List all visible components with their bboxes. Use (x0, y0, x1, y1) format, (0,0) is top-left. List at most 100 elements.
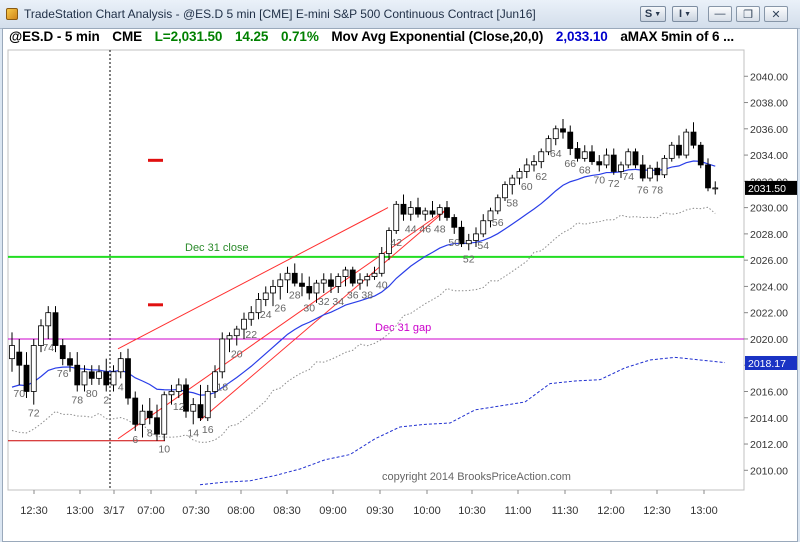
x-axis-tick-label: 10:30 (458, 505, 486, 517)
bar-number-label: 20 (231, 349, 243, 361)
candle-up (465, 240, 472, 245)
candle-up (487, 210, 494, 222)
candle-down (589, 151, 595, 163)
candle-down (23, 364, 30, 392)
candle-down (183, 384, 189, 412)
candle-up (473, 233, 479, 241)
candle-down (349, 269, 356, 284)
dropdown-arrow-icon: ▼ (654, 10, 662, 18)
y-axis-tick-label: 2034.00 (750, 150, 788, 162)
candle-up (335, 276, 342, 287)
study2-name-label: aMAX 5min of 6 ... (620, 29, 735, 44)
y-axis-tick-label: 2036.00 (750, 124, 788, 136)
bar-number-label: 72 (608, 178, 620, 190)
y-axis-tick-label: 2026.00 (750, 255, 788, 267)
dec31-close-label: Dec 31 close (185, 242, 249, 254)
bar-number-label: 62 (535, 171, 547, 183)
candle-down (429, 210, 436, 215)
candle-down (632, 151, 639, 166)
candle-up (603, 154, 610, 166)
candle-up (320, 279, 327, 284)
tradestation-app-icon (6, 8, 18, 20)
copyright-text: copyright 2014 BrooksPriceAction.com (382, 471, 571, 483)
bar-number-label: 10 (158, 444, 170, 456)
x-axis-tick-label: 08:30 (273, 505, 301, 517)
bar-number-label: 32 (318, 296, 330, 308)
bar-number-label: 66 (564, 158, 576, 170)
x-axis-tick-label: 08:00 (227, 505, 255, 517)
indicator-link-button[interactable]: I ▼ (672, 6, 698, 22)
bar-number-label: 14 (187, 427, 199, 439)
y-axis-tick-label: 2030.00 (750, 203, 788, 215)
candle-down (328, 279, 334, 287)
candle-up (552, 128, 559, 140)
bar-number-label: 12 (173, 401, 185, 413)
candle-down (567, 131, 574, 149)
candle-down (690, 131, 697, 146)
candle-down (154, 417, 160, 435)
close-button[interactable]: ✕ (764, 6, 788, 22)
y-axis-tick-label: 2012.00 (750, 439, 788, 451)
candle-up (139, 410, 146, 425)
candle-up (357, 279, 363, 284)
bar-number-label: 78 (651, 184, 663, 196)
x-axis-tick-label: 12:30 (643, 505, 671, 517)
candle-down (67, 358, 73, 366)
candle-up (117, 358, 124, 373)
minimize-button[interactable]: — (708, 6, 732, 22)
y-axis-tick-label: 2014.00 (750, 413, 788, 425)
candle-down (146, 410, 153, 419)
bar-number-label: 16 (202, 424, 214, 436)
x-axis-tick-label: 10:00 (413, 505, 441, 517)
candle-up (407, 207, 414, 215)
candle-down (299, 282, 305, 287)
y-axis-tick-label: 2010.00 (750, 465, 788, 477)
candle-up (647, 167, 653, 179)
chart-header: @ES.D - 5 min CME L=2,031.50 14.25 0.71%… (9, 29, 744, 49)
candle-down (639, 164, 646, 179)
candle-up (494, 197, 501, 212)
x-axis-tick-label: 09:00 (319, 505, 347, 517)
candle-up (233, 328, 240, 337)
symbol-link-button[interactable]: S ▼ (640, 6, 666, 22)
bar-number-label: 4 (118, 381, 124, 393)
dashed-blue-line (199, 356, 726, 486)
percent-change-label: 0.71% (280, 29, 319, 44)
candle-down (596, 161, 603, 166)
candle-up (45, 312, 52, 327)
candle-up (248, 312, 255, 320)
bar-number-label: 50 (448, 237, 460, 249)
candle-up (386, 230, 392, 254)
channel-line (117, 207, 389, 350)
ema-price-badge-text: 2018.17 (748, 358, 786, 370)
candle-down (74, 364, 81, 386)
candle-down (697, 144, 704, 166)
bar-number-label: 54 (477, 240, 489, 252)
candle-up (364, 276, 371, 281)
candle-up (219, 338, 226, 373)
exchange-label: CME (112, 29, 142, 44)
candle-up (661, 157, 668, 176)
bar-number-label: 74 (42, 342, 54, 354)
ema-price-badge (745, 355, 797, 370)
candle-up (668, 144, 675, 159)
candle-up (502, 184, 508, 199)
y-axis-tick-label: 2020.00 (750, 334, 788, 346)
candle-up (161, 394, 168, 435)
dropdown-arrow-icon: ▼ (684, 10, 691, 18)
bar-number-label: 48 (434, 224, 446, 236)
candle-down (451, 217, 458, 228)
bar-number-label: 56 (492, 217, 504, 229)
candle-up (168, 391, 175, 396)
bar-number-label: 26 (274, 303, 286, 315)
candle-up (618, 164, 624, 172)
restore-button[interactable]: ❐ (736, 6, 760, 22)
y-axis-tick-label: 2028.00 (750, 229, 788, 241)
candle-up (531, 161, 537, 166)
candle-down (125, 358, 131, 399)
bar-number-label: 2 (103, 394, 109, 406)
indicator-link-label: I (679, 8, 683, 20)
net-change-label: 14.25 (235, 29, 269, 44)
candle-up (480, 220, 487, 235)
